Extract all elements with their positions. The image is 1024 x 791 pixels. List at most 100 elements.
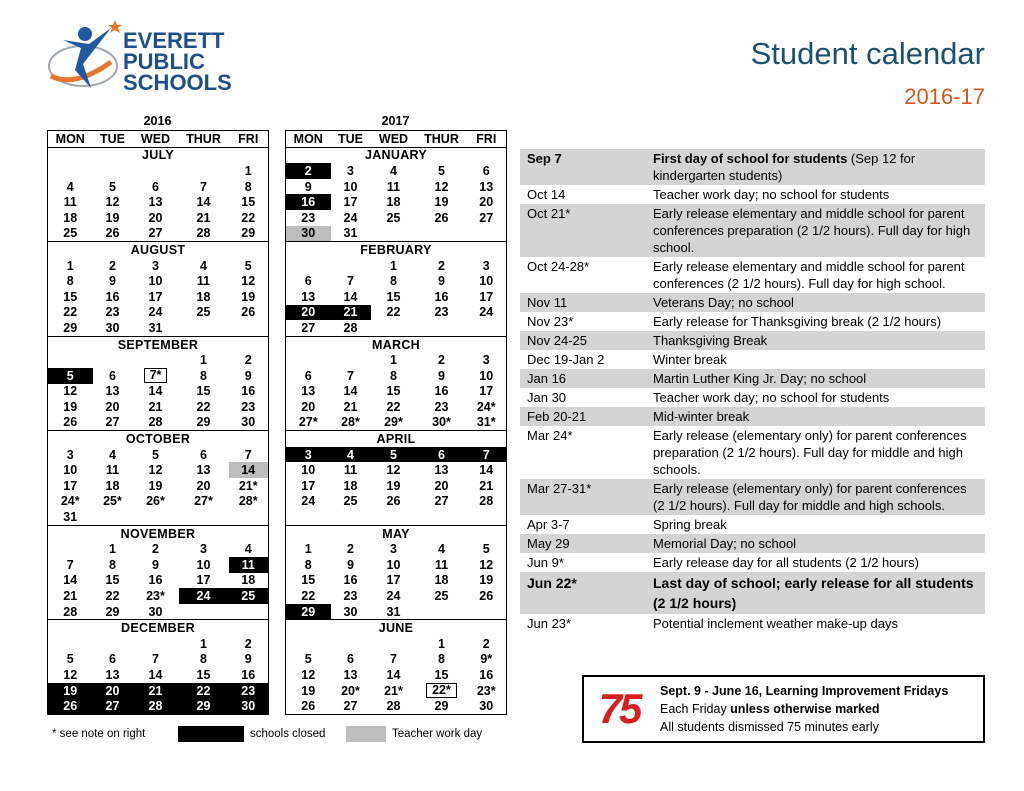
empty-day <box>371 226 417 242</box>
week: 12 13 14 15 16 <box>48 384 269 400</box>
event-date: Mar 24* <box>527 428 573 443</box>
day: 7 <box>347 368 354 383</box>
day: 1 <box>66 258 74 273</box>
day: 8 <box>304 557 312 572</box>
month-header: JULY <box>47 146 269 164</box>
day: 16 <box>434 289 449 304</box>
day: 10 <box>148 274 163 289</box>
day: 13 <box>301 289 316 304</box>
month-header: DECEMBER <box>47 619 269 636</box>
day: 6 <box>416 446 467 463</box>
day: 30 <box>343 604 358 619</box>
day: 17 <box>63 478 78 493</box>
day: 26 <box>105 226 120 241</box>
day: 13 <box>301 384 316 399</box>
day: 6 <box>304 368 312 383</box>
day: 10 <box>196 557 211 572</box>
day: 17 <box>386 573 401 588</box>
day: 9* <box>480 652 493 667</box>
day: 16 <box>343 573 358 588</box>
day: 1 <box>304 542 312 557</box>
event-desc: Early release for Thanksgiving break (2 … <box>653 314 942 329</box>
day: 15 <box>434 667 449 682</box>
day: 15 <box>105 573 120 588</box>
day: 15 <box>241 195 256 210</box>
day: 31 <box>148 320 163 335</box>
day: 6 <box>200 447 207 462</box>
day: 8 <box>390 274 397 289</box>
day-name: MON <box>285 130 331 148</box>
day: 13 <box>105 667 120 682</box>
event-text: Veterans Day; no school <box>646 293 985 312</box>
empty-day <box>229 320 269 336</box>
day: 17 <box>479 384 494 399</box>
day: 23 <box>434 305 449 320</box>
event-text: Early release for Thanksgiving break (2 … <box>646 312 985 331</box>
empty-day <box>286 509 331 525</box>
empty-day <box>93 636 133 652</box>
day: 9 <box>109 274 116 289</box>
empty-day <box>229 604 269 620</box>
day: 21 <box>196 210 211 225</box>
day: 7 <box>347 274 354 289</box>
day: 25 <box>196 305 211 320</box>
day: 24 <box>386 589 401 604</box>
day: 25 <box>386 210 401 225</box>
event-date: Oct 24-28* <box>527 259 590 274</box>
week: 5 6 7* 8 9 <box>47 367 269 384</box>
day: 26 <box>47 698 93 715</box>
day: 20 <box>196 478 211 493</box>
day: 19 <box>434 195 449 210</box>
day: 29 <box>63 320 78 335</box>
empty-day <box>331 636 371 652</box>
day: 22 <box>196 399 211 414</box>
week: 20 21 22 23 24* <box>286 399 507 415</box>
day: 20 <box>479 195 494 210</box>
legend-note: * see note on right <box>52 728 146 740</box>
event-desc: Thanksgiving Break <box>653 333 768 348</box>
day: 13 <box>434 463 449 478</box>
day-name: WED <box>132 130 179 148</box>
day: 14 <box>386 667 401 682</box>
day: 1 <box>438 636 445 651</box>
empty-day <box>133 636 179 652</box>
day: 3 <box>482 353 490 368</box>
day: 11 <box>63 195 77 210</box>
day: 15 <box>196 384 211 399</box>
day: 7 <box>200 179 207 194</box>
day: 23 <box>434 399 449 414</box>
day-name: MON <box>47 130 93 148</box>
event-desc: Martin Luther King Jr. Day; no school <box>653 371 867 386</box>
day: 7 <box>244 447 252 462</box>
day: 5 <box>438 163 445 178</box>
event-text: Martin Luther King Jr. Day; no school <box>646 369 985 388</box>
day: 8 <box>200 652 207 667</box>
event-desc: Early release day for all students (2 1/… <box>653 555 919 570</box>
day: 3 <box>200 542 207 557</box>
empty-day <box>133 509 179 525</box>
day: 9 <box>438 274 445 289</box>
event-desc: Veterans Day; no school <box>653 295 794 310</box>
week: 29 30 31 <box>285 603 507 620</box>
day: 1 <box>200 636 207 651</box>
day: 15 <box>386 384 401 399</box>
day: 16 <box>241 384 256 399</box>
month-name: OCTOBER <box>47 430 269 447</box>
event-row: Jun 23* Potential inclement weather make-… <box>520 614 985 633</box>
week: 15 16 17 18 19 <box>286 573 507 589</box>
empty-day <box>417 226 467 242</box>
event-row: Mar 24* Early release (elementary only) f… <box>520 426 985 479</box>
day: 3 <box>390 542 397 557</box>
month-header: OCTOBER <box>47 430 269 447</box>
day: 27* <box>194 494 213 509</box>
day: 9 <box>152 557 159 572</box>
day: 10 <box>301 463 316 478</box>
day: 11 <box>105 463 120 478</box>
day: 2 <box>438 353 445 368</box>
day: 14 <box>228 462 269 479</box>
event-text: Early release elementary and middle scho… <box>646 204 985 257</box>
empty-day <box>286 636 331 652</box>
day: 5 <box>47 367 93 384</box>
day: 26 <box>434 210 449 225</box>
